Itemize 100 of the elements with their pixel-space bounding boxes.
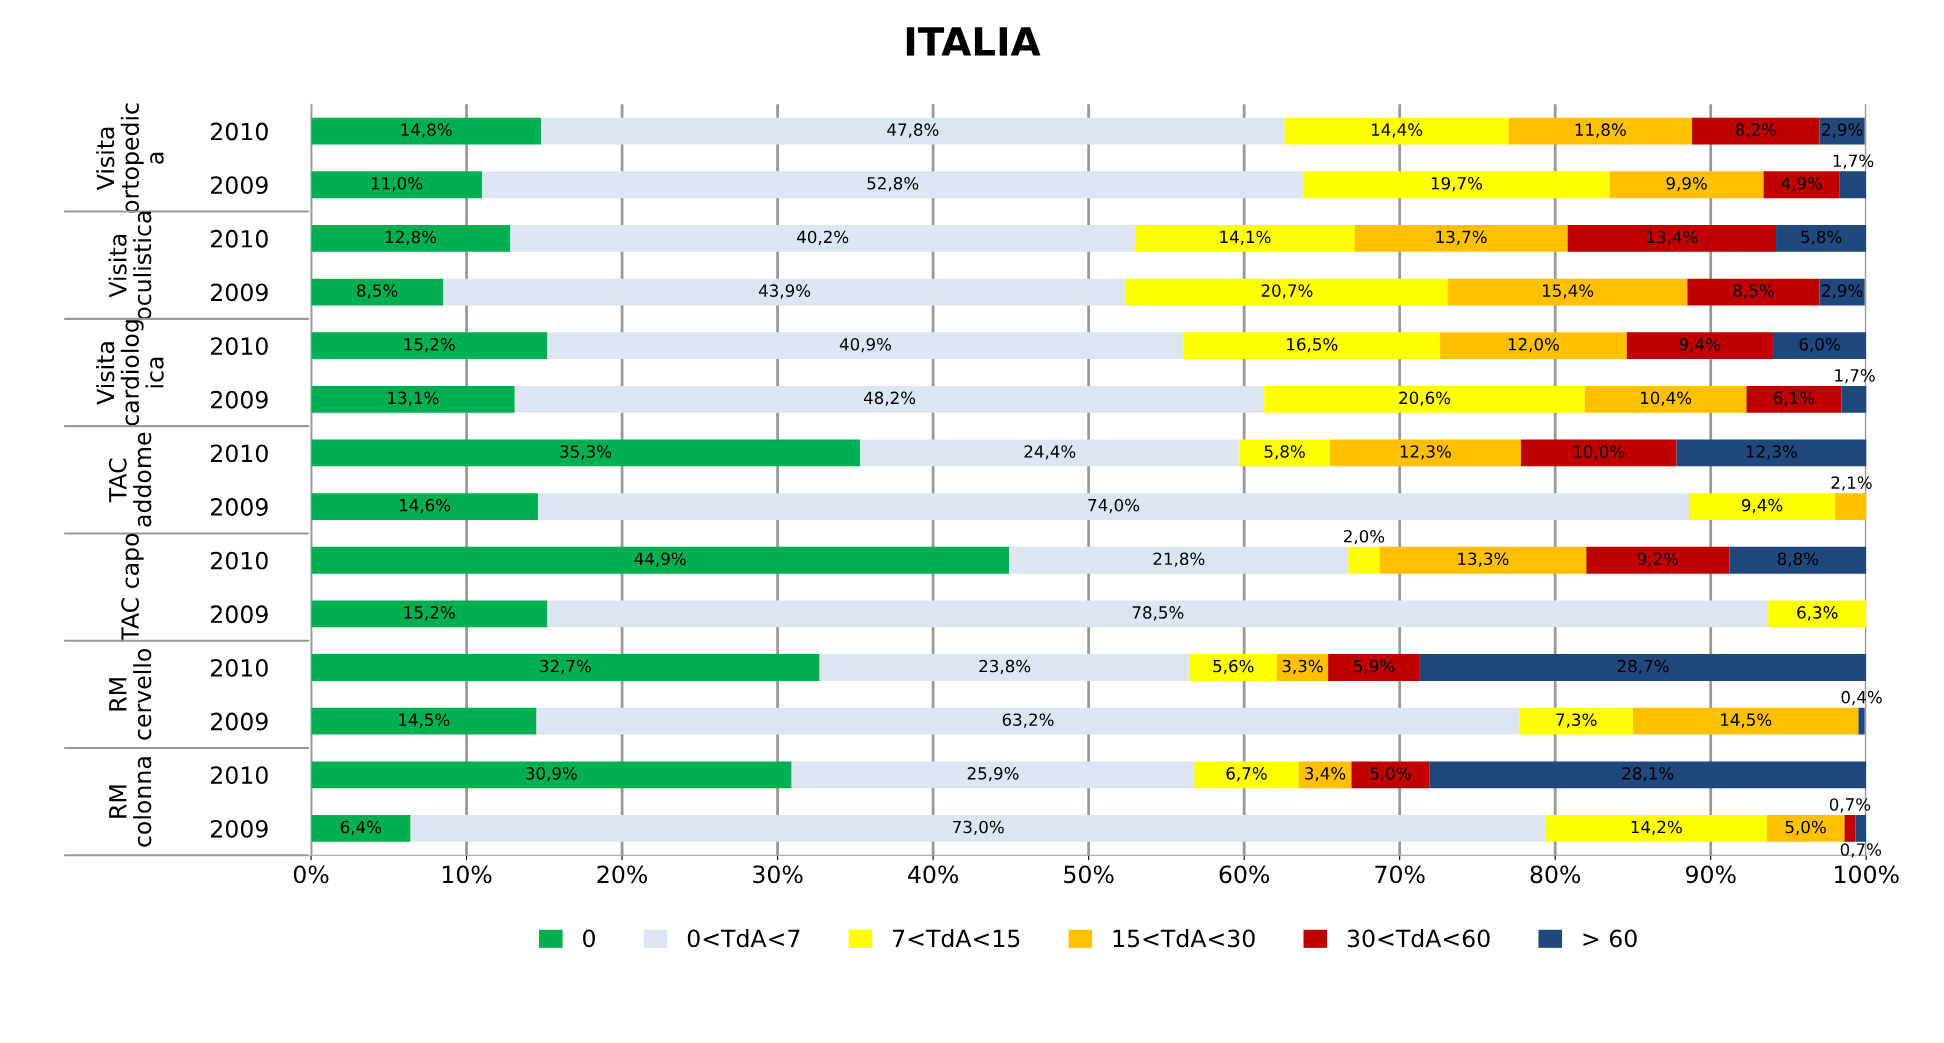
bar xyxy=(1379,546,1587,574)
data-label: 6,3% xyxy=(1797,606,1838,621)
bar xyxy=(1609,171,1764,199)
data-label: 40,9% xyxy=(839,337,892,353)
bar xyxy=(547,600,1769,628)
text: RM colonna xyxy=(109,757,152,847)
bar xyxy=(311,815,411,842)
bar xyxy=(1584,385,1747,413)
y-tick-label: 2009 xyxy=(211,176,268,195)
data-label: 19,7% xyxy=(1431,176,1482,192)
bar xyxy=(538,493,1689,521)
bar xyxy=(541,117,1285,145)
bar xyxy=(1447,278,1688,306)
data-label: 14,8% xyxy=(401,123,452,138)
bar xyxy=(1519,707,1633,735)
bar xyxy=(1440,332,1627,360)
data-label: 6,0% xyxy=(1799,337,1840,353)
y-tick-label: 2010 xyxy=(211,551,268,570)
data-label: 8,8% xyxy=(1777,552,1819,567)
bar xyxy=(1125,278,1448,306)
x-tick-label: 90% xyxy=(1685,865,1736,884)
data-label: 5,9% xyxy=(1354,659,1395,675)
data-label: 15,2% xyxy=(404,606,455,621)
legend-label: 30<TdA<60 xyxy=(1347,929,1490,948)
data-label: 13,3% xyxy=(1458,552,1509,567)
data-label: 2,9% xyxy=(1822,284,1863,299)
x-tick-label: 30% xyxy=(753,865,803,884)
data-label: 12,3% xyxy=(1400,445,1451,460)
legend-label: 15<TdA<30 xyxy=(1113,929,1255,948)
data-label: 0,7% xyxy=(1840,843,1882,858)
data-label: 63,2% xyxy=(1002,713,1054,728)
data-label: 13,1% xyxy=(388,391,439,406)
data-label: 20,6% xyxy=(1399,391,1451,406)
bar xyxy=(1839,171,1867,199)
bar xyxy=(1766,815,1845,842)
data-label: 11,0% xyxy=(371,176,423,192)
bar xyxy=(1545,815,1767,842)
data-label: 74,0% xyxy=(1088,498,1140,514)
x-tick-label: 60% xyxy=(1219,865,1270,884)
y-tick-label: 2010 xyxy=(211,658,268,677)
bar xyxy=(311,224,511,252)
data-label: 6,7% xyxy=(1226,767,1267,782)
bar xyxy=(1729,546,1867,574)
data-label: 1,7% xyxy=(1835,369,1875,384)
data-label: 28,7% xyxy=(1617,659,1669,675)
x-tick-label: 100% xyxy=(1835,865,1899,884)
bar xyxy=(1692,117,1820,145)
legend-label: 0 xyxy=(583,929,595,948)
text: TAC addome xyxy=(108,432,152,527)
bar xyxy=(410,815,1546,842)
data-label: 8,5% xyxy=(1733,284,1774,299)
data-label: 9,4% xyxy=(1679,337,1721,353)
data-label: 14,6% xyxy=(399,498,451,514)
data-label: 21,8% xyxy=(1153,552,1205,567)
text: TAC capo xyxy=(121,533,144,642)
bar xyxy=(1354,224,1568,252)
data-label: 14,2% xyxy=(1631,820,1682,835)
bar xyxy=(443,278,1126,306)
data-label: 30,9% xyxy=(526,767,577,782)
data-label: 9,9% xyxy=(1666,176,1707,192)
text: RM cervello xyxy=(109,648,152,740)
data-label: 12,8% xyxy=(385,230,437,245)
data-label: 14,5% xyxy=(1721,713,1772,728)
bar xyxy=(1567,224,1777,252)
bar xyxy=(311,117,542,145)
bar xyxy=(1858,707,1865,735)
data-label: 5,8% xyxy=(1264,445,1305,460)
y-tick-label: 2009 xyxy=(211,498,268,516)
data-label: 6,1% xyxy=(1773,391,1815,406)
y-tick-label: 2009 xyxy=(211,390,268,409)
legend-label: > 60 xyxy=(1583,929,1637,948)
y-tick-label: 2010 xyxy=(211,229,268,248)
data-label: 5,0% xyxy=(1370,767,1411,782)
bar xyxy=(1429,761,1867,789)
bar xyxy=(1746,385,1842,413)
bar xyxy=(311,654,820,681)
data-label: 12,0% xyxy=(1508,337,1559,353)
bar xyxy=(1303,171,1610,199)
bar xyxy=(1763,171,1840,199)
bar xyxy=(860,439,1240,467)
x-tick-label: 50% xyxy=(1064,865,1114,884)
data-label: 43,9% xyxy=(758,284,811,299)
bar xyxy=(1351,761,1430,789)
bar xyxy=(1688,493,1836,521)
data-label: 0,7% xyxy=(1829,798,1871,813)
data-label: 44,9% xyxy=(634,552,686,567)
data-label: 14,1% xyxy=(1220,230,1271,245)
y-tick-label: 2009 xyxy=(211,283,268,302)
bar xyxy=(1009,546,1349,574)
data-label: 48,2% xyxy=(863,391,916,406)
bar xyxy=(1687,278,1820,306)
data-label: 6,4% xyxy=(340,820,382,835)
bar xyxy=(311,493,539,521)
data-label: 35,3% xyxy=(560,445,612,460)
data-label: 11,8% xyxy=(1575,123,1626,138)
bar xyxy=(1844,815,1856,842)
data-label: 47,8% xyxy=(887,123,939,138)
data-label: 13,4% xyxy=(1647,230,1698,245)
x-tick-label: 10% xyxy=(442,865,492,884)
bar xyxy=(1768,600,1867,628)
